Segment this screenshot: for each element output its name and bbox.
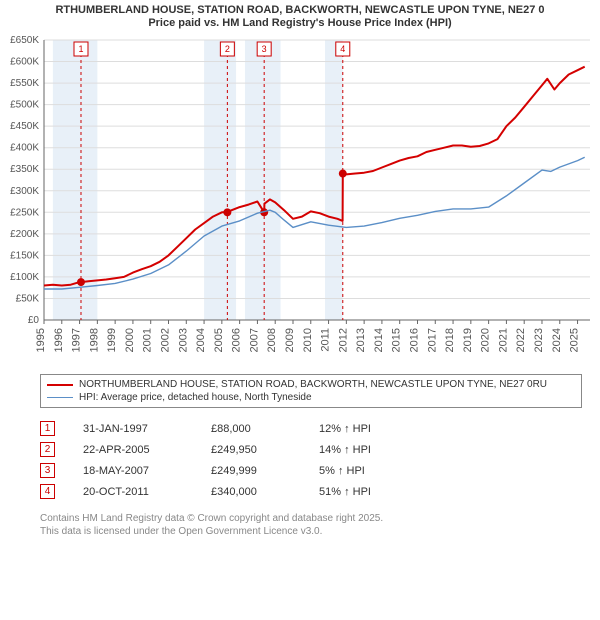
svg-text:2010: 2010 — [302, 328, 314, 352]
legend-row: HPI: Average price, detached house, Nort… — [47, 391, 575, 404]
legend-label: HPI: Average price, detached house, Nort… — [79, 392, 312, 403]
svg-text:2002: 2002 — [159, 328, 171, 352]
svg-text:2004: 2004 — [195, 328, 207, 352]
svg-text:2003: 2003 — [177, 328, 189, 352]
svg-text:2021: 2021 — [497, 328, 509, 352]
svg-text:£50K: £50K — [16, 294, 40, 305]
svg-text:2: 2 — [225, 44, 230, 54]
svg-text:2022: 2022 — [515, 328, 527, 352]
svg-text:1996: 1996 — [53, 328, 65, 352]
svg-text:£350K: £350K — [10, 165, 39, 176]
legend: NORTHUMBERLAND HOUSE, STATION ROAD, BACK… — [40, 374, 582, 408]
svg-text:£600K: £600K — [10, 57, 39, 68]
svg-text:2024: 2024 — [551, 328, 563, 352]
svg-text:2009: 2009 — [284, 328, 296, 352]
legend-swatch — [47, 397, 73, 398]
svg-text:2019: 2019 — [462, 328, 474, 352]
svg-text:2014: 2014 — [373, 328, 385, 352]
datapoint-row: 2 22-APR-2005 £249,950 14% ↑ HPI — [40, 439, 582, 460]
svg-text:2025: 2025 — [569, 328, 581, 352]
svg-text:2016: 2016 — [408, 328, 420, 352]
chart-svg: £0 £50K £100K £150K £200K £250K £300K £350K £400… — [0, 30, 600, 370]
svg-text:2000: 2000 — [124, 328, 136, 352]
datapoint-marker: 2 — [40, 442, 55, 457]
datapoint-pct: 5% ↑ HPI — [319, 465, 429, 477]
chart-area: £0 £50K £100K £150K £200K £250K £300K £350K £400… — [0, 30, 600, 370]
svg-text:2007: 2007 — [248, 328, 260, 352]
svg-text:2023: 2023 — [533, 328, 545, 352]
svg-text:2001: 2001 — [142, 328, 154, 352]
svg-text:2011: 2011 — [320, 328, 332, 352]
datapoint-date: 22-APR-2005 — [83, 444, 183, 456]
title-line2: Price paid vs. HM Land Registry's House … — [8, 17, 592, 30]
datapoint-price: £88,000 — [211, 423, 291, 435]
datapoint-price: £249,999 — [211, 465, 291, 477]
datapoint-date: 20-OCT-2011 — [83, 486, 183, 498]
svg-text:£300K: £300K — [10, 186, 39, 197]
svg-text:2005: 2005 — [213, 328, 225, 352]
svg-text:1999: 1999 — [106, 328, 118, 352]
svg-text:2008: 2008 — [266, 328, 278, 352]
datapoint-row: 3 18-MAY-2007 £249,999 5% ↑ HPI — [40, 460, 582, 481]
datapoint-row: 1 31-JAN-1997 £88,000 12% ↑ HPI — [40, 418, 582, 439]
svg-text:3: 3 — [262, 44, 267, 54]
datapoint-pct: 51% ↑ HPI — [319, 486, 429, 498]
datapoint-pct: 14% ↑ HPI — [319, 444, 429, 456]
datapoint-marker: 3 — [40, 463, 55, 478]
svg-text:2015: 2015 — [391, 328, 403, 352]
svg-text:2012: 2012 — [337, 328, 349, 352]
svg-text:2020: 2020 — [480, 328, 492, 352]
datapoint-marker: 1 — [40, 421, 55, 436]
svg-text:2017: 2017 — [426, 328, 438, 352]
svg-text:£100K: £100K — [10, 272, 39, 283]
chart-title: RTHUMBERLAND HOUSE, STATION ROAD, BACKWO… — [0, 0, 600, 30]
datapoint-date: 31-JAN-1997 — [83, 423, 183, 435]
svg-text:4: 4 — [340, 44, 345, 54]
datapoint-price: £340,000 — [211, 486, 291, 498]
svg-text:£250K: £250K — [10, 208, 39, 219]
datapoint-marker: 4 — [40, 484, 55, 499]
svg-text:£400K: £400K — [10, 143, 39, 154]
datapoint-date: 18-MAY-2007 — [83, 465, 183, 477]
datapoint-row: 4 20-OCT-2011 £340,000 51% ↑ HPI — [40, 481, 582, 502]
svg-text:1998: 1998 — [88, 328, 100, 352]
svg-text:2006: 2006 — [231, 328, 243, 352]
footer: Contains HM Land Registry data © Crown c… — [40, 512, 582, 538]
svg-text:1: 1 — [78, 44, 83, 54]
svg-text:£550K: £550K — [10, 78, 39, 89]
sale-datapoints: 1 31-JAN-1997 £88,000 12% ↑ HPI 2 22-APR-2005… — [40, 418, 582, 502]
footer-line1: Contains HM Land Registry data © Crown c… — [40, 512, 582, 525]
title-line1: RTHUMBERLAND HOUSE, STATION ROAD, BACKWO… — [8, 4, 592, 17]
svg-text:£450K: £450K — [10, 122, 39, 133]
svg-text:1995: 1995 — [35, 328, 47, 352]
svg-text:£150K: £150K — [10, 251, 39, 262]
datapoint-pct: 12% ↑ HPI — [319, 423, 429, 435]
svg-text:2013: 2013 — [355, 328, 367, 352]
svg-text:£650K: £650K — [10, 35, 39, 46]
svg-text:£500K: £500K — [10, 100, 39, 111]
legend-row: NORTHUMBERLAND HOUSE, STATION ROAD, BACK… — [47, 378, 575, 391]
svg-text:£200K: £200K — [10, 229, 39, 240]
svg-text:2018: 2018 — [444, 328, 456, 352]
footer-line2: This data is licensed under the Open Gov… — [40, 525, 582, 538]
legend-label: NORTHUMBERLAND HOUSE, STATION ROAD, BACK… — [79, 379, 547, 390]
datapoint-price: £249,950 — [211, 444, 291, 456]
legend-swatch — [47, 384, 73, 386]
svg-text:1997: 1997 — [71, 328, 83, 352]
svg-text:£0: £0 — [28, 315, 40, 326]
